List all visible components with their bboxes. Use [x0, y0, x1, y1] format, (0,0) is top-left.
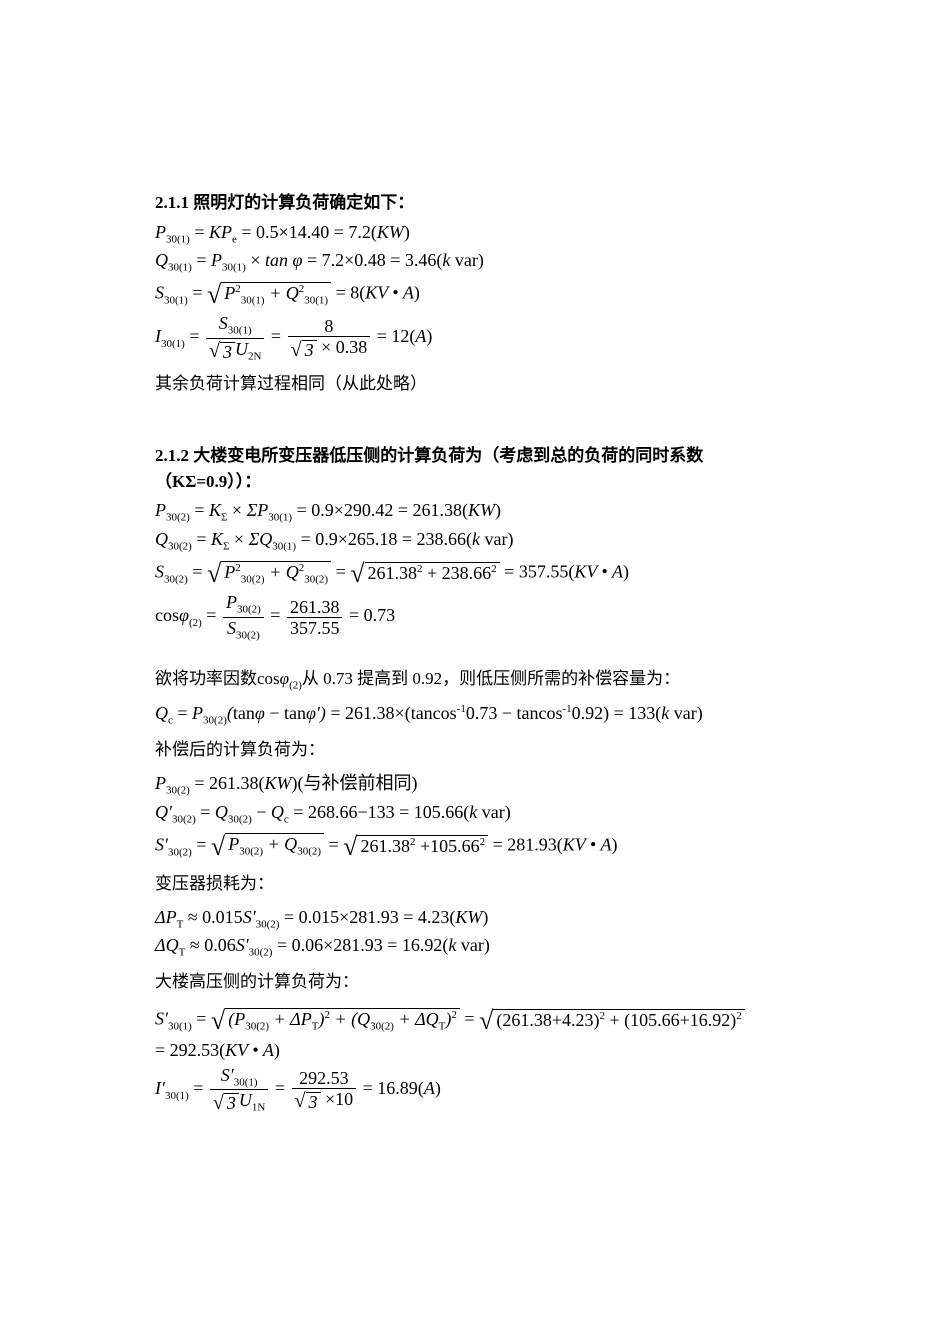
text-2-1-2-3: 变压器损耗为：	[155, 870, 790, 899]
eq-2-1-2-9: ΔPT ≈ 0.015S′30(2) = 0.015×281.93 = 4.23…	[155, 907, 790, 932]
eq-2-1-2-11: S′30(1) = (P30(2) + ΔPT)2 + (Q30(2) + ΔQ…	[155, 1005, 790, 1036]
eq-2-1-1-4: I30(1) = S30(1)3U2N = 83 × 0.38 = 12(A)	[155, 314, 790, 362]
eq-2-1-2-7: Q′30(2) = Q30(2) − Qc = 268.66−133 = 105…	[155, 802, 790, 827]
eq-2-1-1-1: P30(1) = KPe = 0.5×14.40 = 7.2(KW)	[155, 222, 790, 247]
eq-2-1-1-3: S30(1) = P230(1) + Q230(1) = 8(KV • A)	[155, 279, 790, 310]
section-2-1-2-heading: 2.1.2 大楼变电所变压器低压侧的计算负荷为（考虑到总的负荷的同时系数（KΣ=…	[155, 443, 790, 494]
eq-2-1-2-2: Q30(2) = KΣ × ΣQ30(1) = 0.9×265.18 = 238…	[155, 529, 790, 554]
text-2-1-2-1: 欲将功率因数cosφ(2)从 0.73 提高到 0.92，则低压侧所需的补偿容量…	[155, 665, 790, 695]
eq-2-1-2-8: S′30(2) = P30(2) + Q30(2) = 261.382 +105…	[155, 831, 790, 862]
note-2-1-1: 其余负荷计算过程相同（从此处略）	[155, 370, 790, 399]
eq-2-1-2-10: ΔQT ≈ 0.06S′30(2) = 0.06×281.93 = 16.92(…	[155, 935, 790, 960]
eq-2-1-2-11b: = 292.53(KV • A)	[155, 1040, 790, 1062]
eq-2-1-2-5: Qc = P30(2)(tanφ − tanφ′) = 261.38×(tanc…	[155, 703, 790, 728]
eq-2-1-2-3: S30(2) = P230(2) + Q230(2) = 261.382 + 2…	[155, 558, 790, 589]
eq-2-1-2-12: I′30(1) = S′30(1)3U1N = 292.533 ×10 = 16…	[155, 1066, 790, 1114]
text-2-1-2-2: 补偿后的计算负荷为：	[155, 736, 790, 765]
eq-2-1-2-6: P30(2) = 261.38(KW)(与补偿前相同)	[155, 773, 790, 798]
eq-2-1-2-1: P30(2) = KΣ × ΣP30(1) = 0.9×290.42 = 261…	[155, 500, 790, 525]
eq-2-1-1-2: Q30(1) = P30(1) × tan φ = 7.2×0.48 = 3.4…	[155, 250, 790, 275]
eq-2-1-2-4: cosφ(2) = P30(2)S30(2) = 261.38357.55 = …	[155, 593, 790, 641]
section-2-1-1-heading: 2.1.1 照明灯的计算负荷确定如下：	[155, 190, 790, 216]
text-2-1-2-4: 大楼高压侧的计算负荷为：	[155, 968, 790, 997]
